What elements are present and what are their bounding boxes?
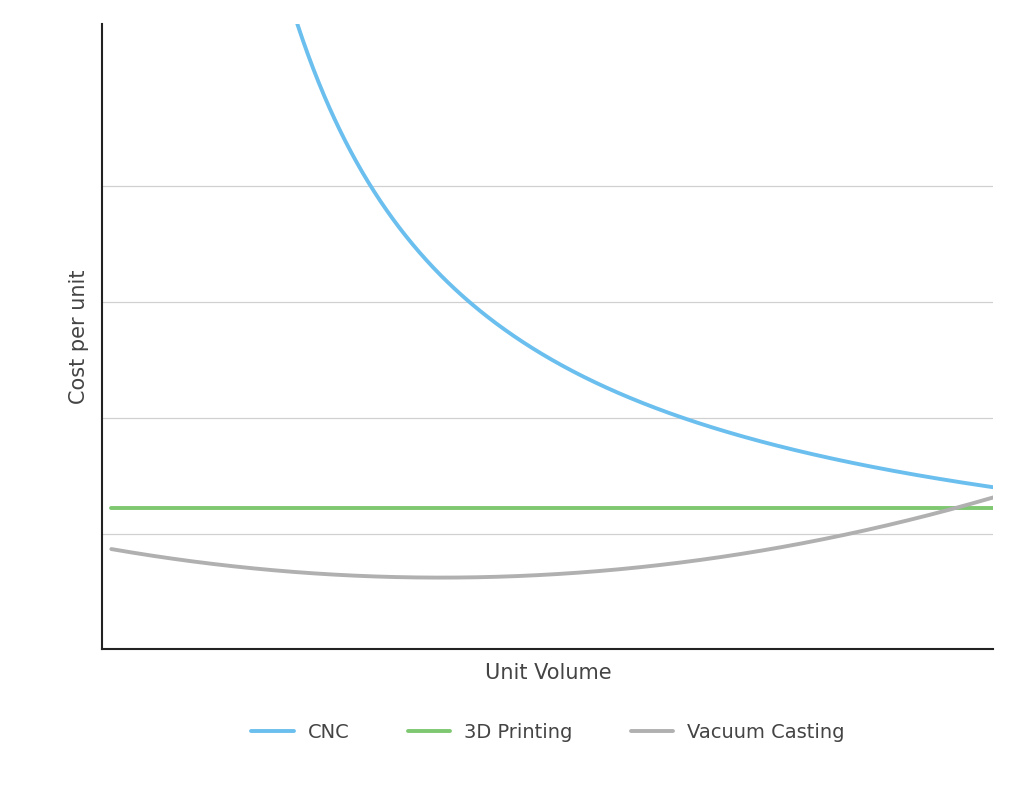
3D Printing [793, 504, 805, 513]
Vacuum Casting [434, 573, 446, 582]
X-axis label: Unit Volume: Unit Volume [484, 664, 611, 683]
3D Printing [711, 504, 723, 513]
Vacuum Casting [495, 572, 507, 581]
3D Printing [196, 504, 208, 513]
Vacuum Casting [463, 573, 475, 582]
CNC [809, 450, 821, 459]
Vacuum Casting [987, 493, 999, 502]
Line: Vacuum Casting: Vacuum Casting [112, 497, 993, 577]
Vacuum Casting [105, 544, 118, 554]
Vacuum Casting [794, 539, 806, 549]
Line: CNC: CNC [112, 0, 993, 487]
3D Printing [105, 504, 118, 513]
Vacuum Casting [712, 553, 724, 562]
3D Printing [494, 504, 506, 513]
3D Printing [809, 504, 821, 513]
CNC [494, 322, 506, 331]
CNC [711, 425, 723, 434]
Legend: CNC, 3D Printing, Vacuum Casting: CNC, 3D Printing, Vacuum Casting [244, 715, 852, 750]
Y-axis label: Cost per unit: Cost per unit [69, 269, 88, 404]
Vacuum Casting [810, 536, 822, 546]
CNC [793, 447, 805, 456]
3D Printing [462, 504, 474, 513]
CNC [462, 296, 474, 306]
CNC [987, 482, 999, 492]
Vacuum Casting [196, 558, 208, 567]
3D Printing [987, 504, 999, 513]
